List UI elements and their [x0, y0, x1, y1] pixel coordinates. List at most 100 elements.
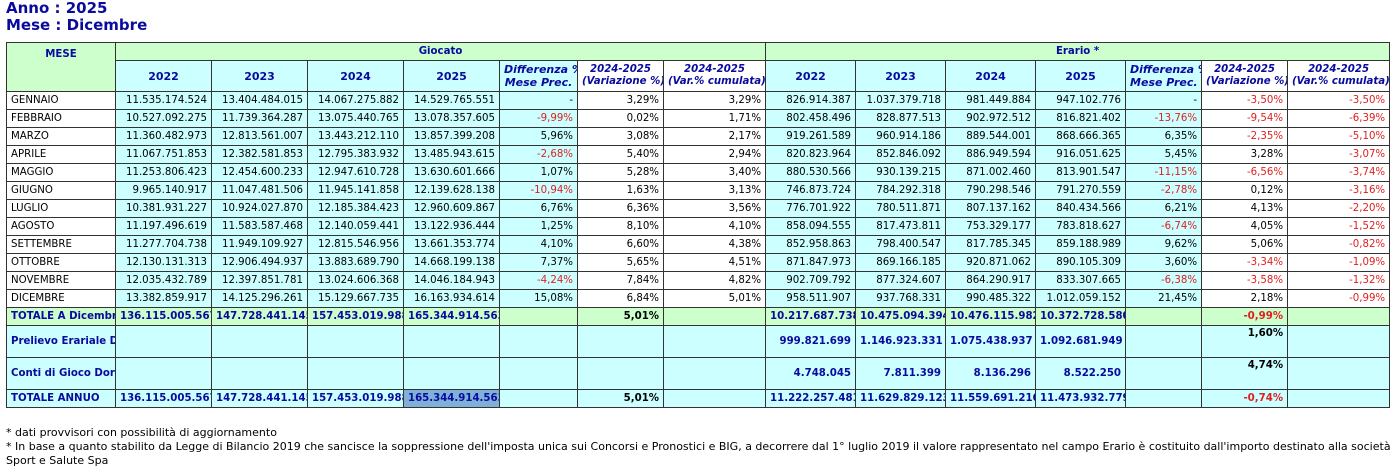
giocato-diff: -9,99%: [499, 109, 578, 128]
erario-value: 871.847.973: [765, 253, 857, 272]
giocato-value: 11.583.587.468: [211, 217, 308, 236]
erario-diff: -2,78%: [1125, 181, 1203, 200]
giocato-value: 11.945.141.858: [307, 181, 404, 200]
col-header-diff-line1: Differenza %: [504, 63, 578, 76]
annual-giocato-var: 5,01%: [577, 389, 664, 408]
erario-value: 820.823.964: [765, 145, 857, 164]
erario-diff: 21,45%: [1125, 289, 1203, 308]
giocato-value: 13.443.212.110: [307, 127, 404, 146]
giocato-value: 11.535.174.524: [115, 91, 212, 110]
giocato-value: 15.129.667.735: [307, 289, 404, 308]
col-header-var-line2: (Variazione %): [582, 76, 664, 87]
giocato-cum: 3,29%: [662, 91, 767, 110]
erario-cum: -3,50%: [1287, 91, 1391, 110]
erario-value: 784.292.318: [855, 181, 947, 200]
empty-cell: [1287, 325, 1391, 358]
erario-var: -2,35%: [1201, 127, 1289, 146]
col-header-diff: Differenza % Mese Prec.: [1125, 60, 1203, 92]
month-cell: NOVEMBRE: [6, 271, 116, 290]
erario-diff: 5,45%: [1125, 145, 1203, 164]
annual-erario-value: 11.222.257.481: [765, 389, 857, 408]
erario-value: 859.188.989: [1035, 235, 1127, 254]
erario-value: 1.037.379.718: [855, 91, 947, 110]
giocato-var: 5,65%: [577, 253, 664, 272]
prelievo-row-erario-value: 999.821.699: [765, 325, 857, 358]
erario-value: 886.949.594: [945, 145, 1037, 164]
footnotes: * dati provvisori con possibilità di agg…: [6, 426, 1399, 468]
erario-var: 4,05%: [1201, 217, 1289, 236]
month-cell: GENNAIO: [6, 91, 116, 110]
erario-value: 916.051.625: [1035, 145, 1127, 164]
table-row: APRILE 11.067.751.853 12.382.581.853 12.795…: [6, 145, 1391, 164]
erario-cum: -5,10%: [1287, 127, 1391, 146]
erario-value: 791.270.559: [1035, 181, 1127, 200]
prelievo-row: Prelievo Erariale DL 50/2017999.821.6991…: [6, 325, 1391, 358]
footnote-legge-bilancio: * In base a quanto stabilito da Legge di…: [6, 440, 1391, 467]
giocato-value: 12.140.059.441: [307, 217, 404, 236]
month-cell: APRILE: [6, 145, 116, 164]
giocato-cum: 4,38%: [662, 235, 767, 254]
giocato-value: 14.046.184.943: [403, 271, 500, 290]
erario-value: 960.914.186: [855, 127, 947, 146]
giocato-value: 11.739.364.287: [211, 109, 308, 128]
empty-cell: [1125, 357, 1203, 390]
month-cell: LUGLIO: [6, 199, 116, 218]
erario-value: 833.307.665: [1035, 271, 1127, 290]
table-row: MARZO 11.360.482.973 12.813.561.007 13.443.…: [6, 127, 1391, 146]
col-header-var-line2: (Variazione %): [1206, 76, 1288, 87]
month-cell: GIUGNO: [6, 181, 116, 200]
empty-cell: [662, 307, 767, 326]
annual-giocato-value: 147.728.441.145: [211, 389, 308, 408]
erario-diff: 3,60%: [1125, 253, 1203, 272]
total-erario-value: 10.476.115.982: [945, 307, 1037, 326]
erario-value: 783.818.627: [1035, 217, 1127, 236]
col-header-diff: Differenza % Mese Prec.: [499, 60, 578, 92]
col-header-year: 2022: [115, 60, 212, 92]
giocato-value: 13.024.606.368: [307, 271, 404, 290]
erario-value: 776.701.922: [765, 199, 857, 218]
erario-value: 880.530.566: [765, 163, 857, 182]
giocato-var: 6,84%: [577, 289, 664, 308]
col-header-year: 2022: [765, 60, 857, 92]
col-header-year: 2023: [855, 60, 947, 92]
table-row: GENNAIO 11.535.174.524 13.404.484.015 14.06…: [6, 91, 1391, 110]
empty-cell: [1125, 325, 1203, 358]
table-row: LUGLIO 10.381.931.227 10.924.027.870 12.185…: [6, 199, 1391, 218]
erario-var: 0,12%: [1201, 181, 1289, 200]
col-header-cum-line2: (Var.% cumulata): [668, 76, 766, 87]
erario-var: -3,50%: [1201, 91, 1289, 110]
giocato-value: 12.947.610.728: [307, 163, 404, 182]
erario-diff: -13,76%: [1125, 109, 1203, 128]
erario-diff: -6,38%: [1125, 271, 1203, 290]
erario-diff: -6,74%: [1125, 217, 1203, 236]
prelievo-row-erario-value: 1.092.681.949: [1035, 325, 1127, 358]
giocato-var: 3,08%: [577, 127, 664, 146]
erario-value: 864.290.917: [945, 271, 1037, 290]
group-header-erario: Erario *: [765, 42, 1391, 61]
giocato-diff: -4,24%: [499, 271, 578, 290]
empty-cell: [499, 357, 578, 390]
giocato-diff: 7,37%: [499, 253, 578, 272]
erario-value: 813.901.547: [1035, 163, 1127, 182]
giocato-value: 13.857.399.208: [403, 127, 500, 146]
erario-value: 858.094.555: [765, 217, 857, 236]
erario-value: 868.666.365: [1035, 127, 1127, 146]
giocato-diff: -2,68%: [499, 145, 578, 164]
erario-value: 981.449.884: [945, 91, 1037, 110]
col-header-cum: 2024-2025 (Var.% cumulata): [1287, 60, 1391, 92]
erario-value: 780.511.871: [855, 199, 947, 218]
giocato-diff: 6,76%: [499, 199, 578, 218]
table-row: NOVEMBRE 12.035.432.789 12.397.851.781 13.0…: [6, 271, 1391, 290]
col-header-var-line1: 2024-2025: [1214, 64, 1275, 75]
erario-diff: -: [1125, 91, 1203, 110]
giocato-var: 7,84%: [577, 271, 664, 290]
giocato-cum: 4,10%: [662, 217, 767, 236]
erario-value: 798.400.547: [855, 235, 947, 254]
erario-var: 2,18%: [1201, 289, 1289, 308]
giocato-value: 10.527.092.275: [115, 109, 212, 128]
conti-dormienti-row: Conti di Gioco Dormienti 4.748.0457.811.3…: [6, 357, 1391, 390]
erario-cum: -3,16%: [1287, 181, 1391, 200]
giocato-value: 13.485.943.615: [403, 145, 500, 164]
footnote-provisional: * dati provvisori con possibilità di agg…: [6, 426, 277, 439]
giocato-cum: 3,40%: [662, 163, 767, 182]
